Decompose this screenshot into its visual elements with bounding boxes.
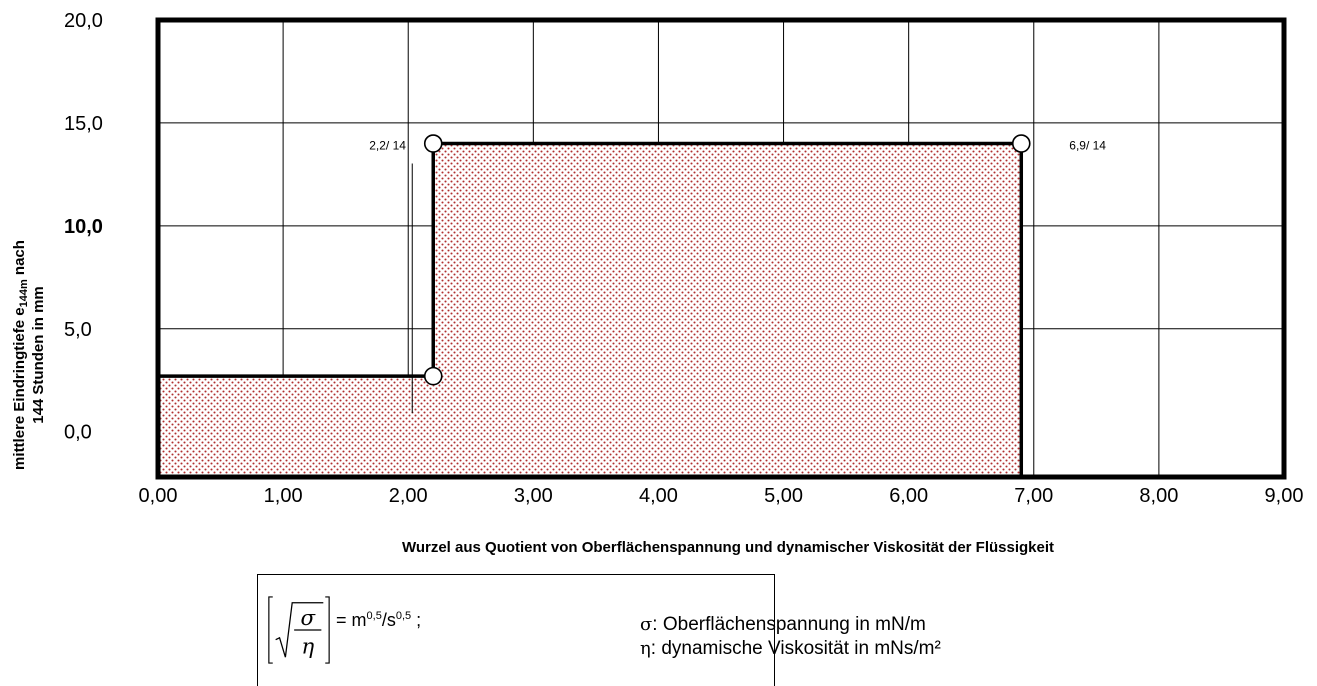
y-tick-label: 20,0	[64, 10, 103, 32]
shaded-region	[158, 143, 1022, 477]
chart: 2,2/ 14 6,9/ 14 0,00 1,00 2,00 3,00 4,00 5,00 6,…	[11, 10, 1303, 556]
unit-expression: = m0,5/s0,5 ;	[336, 610, 422, 630]
x-tick-label: 5,00	[764, 485, 803, 507]
x-tick-label: 8,00	[1139, 485, 1178, 507]
x-tick-label: 4,00	[639, 485, 678, 507]
data-point	[423, 134, 443, 153]
point-layer	[423, 134, 1031, 386]
sqrt-sigma-over-eta-formula: σ η	[268, 596, 330, 664]
y-axis-title-line1: mittlere Eindringtiefe e144m nach	[11, 240, 30, 470]
y-tick-label: 5,0	[64, 319, 92, 341]
x-tick-label: 9,00	[1265, 485, 1304, 507]
y-tick-label: 15,0	[64, 113, 103, 135]
data-point	[1011, 134, 1031, 153]
x-tick-label: 7,00	[1014, 485, 1053, 507]
region-layer	[158, 141, 1024, 477]
formula-legend-box: σ η = m0,5/s0,5 ; σ: Oberflächenspannung…	[257, 574, 941, 686]
symbol-definitions: σ: Oberflächenspannung in mN/m η: dynami…	[640, 613, 941, 661]
eta-definition: η: dynamische Viskosität in mNs/m²	[640, 638, 941, 659]
x-tick-label: 1,00	[264, 485, 303, 507]
y-tick-label: 10,0	[64, 216, 103, 238]
sigma-definition: σ: Oberflächenspannung in mN/m	[640, 614, 926, 635]
sigma-symbol: σ	[300, 606, 316, 631]
point-label: 6,9/ 14	[1069, 139, 1106, 153]
x-axis-title: Wurzel aus Quotient von Oberflächenspann…	[402, 539, 1054, 556]
x-tick-label: 3,00	[514, 485, 553, 507]
y-tick-label: 0,0	[64, 422, 92, 444]
point-label: 2,2/ 14	[369, 139, 406, 153]
x-tick-label: 2,00	[389, 485, 428, 507]
x-tick-label: 0,00	[139, 485, 178, 507]
x-tick-label: 6,00	[889, 485, 928, 507]
data-point	[423, 366, 443, 386]
frame-layer	[155, 17, 1287, 480]
label-layer: 2,2/ 14 6,9/ 14 0,00 1,00 2,00 3,00 4,00 5,00 6,…	[64, 10, 1303, 507]
eta-symbol: η	[301, 634, 314, 659]
y-axis-title-line2: 144 Stunden in mm	[30, 286, 47, 424]
plot-frame	[155, 17, 1287, 480]
